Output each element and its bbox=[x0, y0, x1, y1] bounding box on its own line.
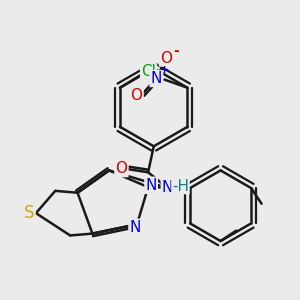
Text: N: N bbox=[130, 220, 141, 235]
Text: O: O bbox=[130, 88, 142, 104]
Text: O: O bbox=[116, 161, 128, 176]
Text: -H: -H bbox=[172, 178, 189, 194]
Text: Cl: Cl bbox=[141, 64, 156, 79]
Text: N: N bbox=[151, 71, 162, 86]
Text: +: + bbox=[160, 65, 169, 75]
Text: N: N bbox=[162, 180, 173, 195]
Text: N: N bbox=[146, 178, 157, 193]
Text: O: O bbox=[160, 50, 172, 65]
Text: -: - bbox=[173, 44, 179, 58]
Text: S: S bbox=[24, 204, 34, 222]
